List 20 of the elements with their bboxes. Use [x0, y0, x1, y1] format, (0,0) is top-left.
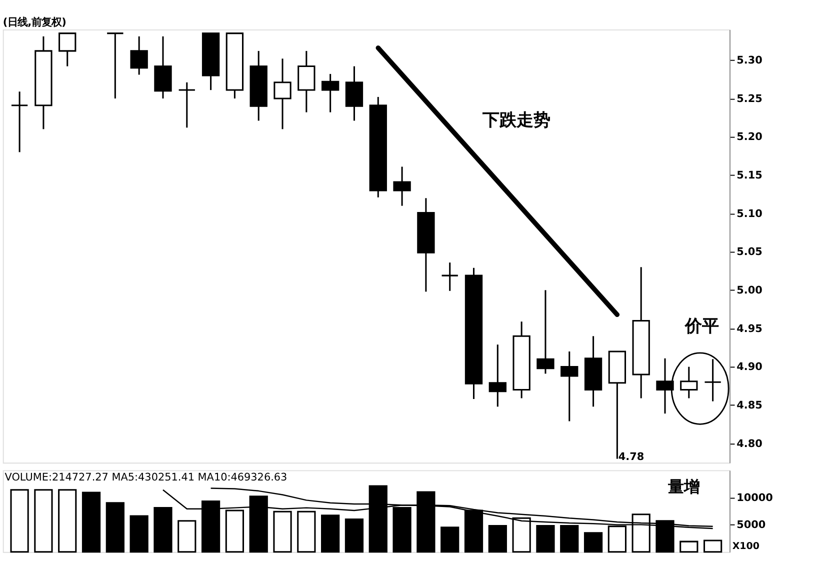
- y-tick-label: 5.00: [736, 284, 762, 296]
- annotation: VOLUME:214727.27 MA5:430251.41 MA10:469326.63: [4, 472, 288, 484]
- annotation: 量增: [666, 477, 700, 496]
- y-tick-label: 5.25: [736, 92, 762, 105]
- y-tick-label: 4.85: [736, 399, 762, 412]
- y-tick-label: 5.05: [736, 246, 762, 258]
- y-tick-label: 5.15: [736, 169, 762, 182]
- y-tick-label: 5.10: [736, 208, 762, 220]
- y-tick-label: 5000: [736, 519, 766, 532]
- y-tick-label: 4.80: [736, 438, 762, 450]
- text: X100: [732, 541, 760, 552]
- chart-title: (日线,前复权): [2, 16, 66, 29]
- y-tick-label: 10000: [736, 492, 773, 504]
- annotation: 价平: [684, 316, 719, 337]
- y-tick-label: 5.30: [736, 54, 762, 66]
- annotation: 4.78: [618, 450, 644, 463]
- y-tick-label: 4.95: [736, 322, 762, 335]
- annotation: 下跌走势: [482, 110, 551, 130]
- y-tick-label: 5.20: [736, 131, 762, 144]
- y-tick-label: 4.90: [736, 361, 762, 374]
